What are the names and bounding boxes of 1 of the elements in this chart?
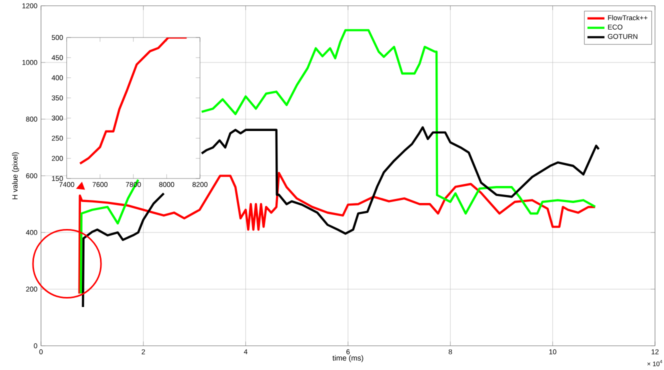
line-series	[78, 38, 188, 165]
